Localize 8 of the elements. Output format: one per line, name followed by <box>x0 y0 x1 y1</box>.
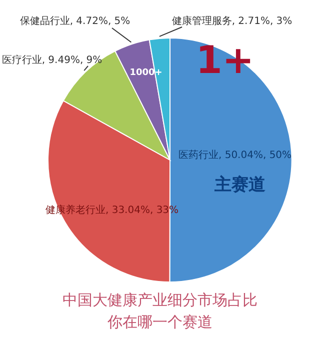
text: 你在哪一个赛道 <box>106 313 212 331</box>
text: 中国大健康产业细分市场占比 <box>62 291 258 309</box>
slice-label: 保健品行业, 4.72%, 5% <box>20 15 130 27</box>
slice-label: 健康管理服务, 2.71%, 3% <box>172 15 292 27</box>
slice-label: 医疗行业, 9.49%, 9% <box>2 54 102 66</box>
slice-label: 医药行业, 50.04%, 50% <box>178 149 292 161</box>
text: 1+ <box>196 38 254 82</box>
text: 主赛道 <box>214 175 266 195</box>
